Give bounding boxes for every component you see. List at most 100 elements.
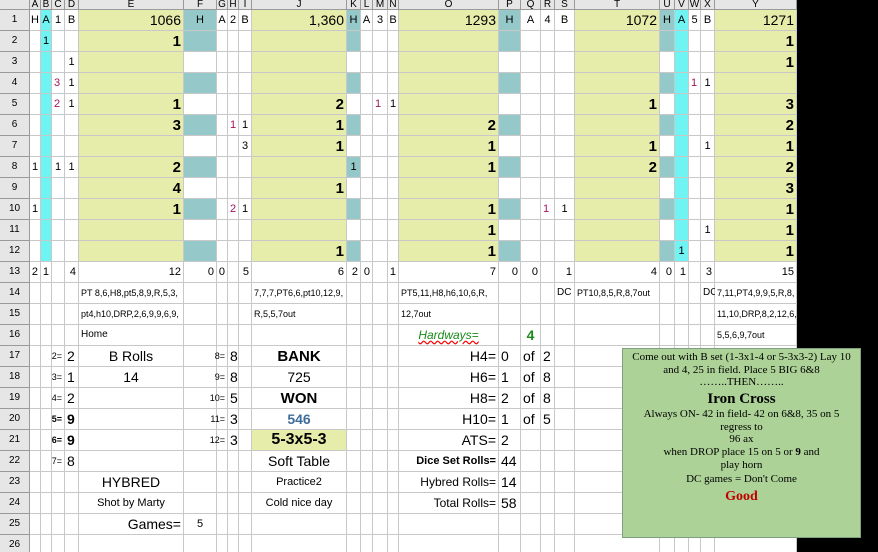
cell-a12[interactable] — [30, 241, 41, 262]
cell-t15[interactable] — [575, 304, 660, 325]
cell-c24[interactable] — [52, 493, 65, 514]
cell-c16[interactable] — [52, 325, 65, 346]
cell-y7[interactable]: 1 — [715, 136, 797, 157]
cell-h1[interactable]: 2 — [228, 10, 239, 31]
cell-o20[interactable]: H10= — [399, 409, 499, 430]
cell-e14[interactable]: PT 8,6,H8,pt5,8,9,R,5,3, — [79, 283, 184, 304]
cell-a6[interactable] — [30, 115, 41, 136]
cell-r16[interactable] — [541, 325, 555, 346]
cell-r9[interactable] — [541, 178, 555, 199]
cell-k23[interactable] — [347, 472, 361, 493]
cell-l12[interactable] — [361, 241, 373, 262]
cell-m1[interactable]: 3 — [373, 10, 388, 31]
cell-p4[interactable] — [499, 73, 521, 94]
cell-c2[interactable] — [52, 31, 65, 52]
cell-e6[interactable]: 3 — [79, 115, 184, 136]
cell-d5[interactable]: 1 — [65, 94, 79, 115]
cell-w6[interactable] — [689, 115, 701, 136]
cell-h12[interactable] — [228, 241, 239, 262]
cell-h21[interactable]: 3 — [228, 430, 239, 451]
cell-j19[interactable]: WON — [252, 388, 347, 409]
cell-s15[interactable] — [555, 304, 575, 325]
cell-m25[interactable] — [373, 514, 388, 535]
cell-o3[interactable] — [399, 52, 499, 73]
cell-k15[interactable] — [347, 304, 361, 325]
cell-q21[interactable] — [521, 430, 541, 451]
cell-q1[interactable]: A — [521, 10, 541, 31]
cell-x16[interactable] — [701, 325, 715, 346]
cell-k4[interactable] — [347, 73, 361, 94]
row-header[interactable]: 23 — [0, 472, 30, 493]
cell-y14[interactable]: 7,11,PT4,9,9,5,R,8, — [715, 283, 797, 304]
cell-f9[interactable] — [184, 178, 217, 199]
cell-p5[interactable] — [499, 94, 521, 115]
cell-j13[interactable]: 6 — [252, 262, 347, 283]
cell-m11[interactable] — [373, 220, 388, 241]
cell-f6[interactable] — [184, 115, 217, 136]
cell-w26[interactable] — [689, 535, 701, 552]
cell-g25[interactable] — [217, 514, 228, 535]
cell-s12[interactable] — [555, 241, 575, 262]
cell-m16[interactable] — [373, 325, 388, 346]
cell-i24[interactable] — [239, 493, 252, 514]
cell-j16[interactable] — [252, 325, 347, 346]
cell-w13[interactable] — [689, 262, 701, 283]
cell-w1[interactable]: 5 — [689, 10, 701, 31]
cell-y2[interactable]: 1 — [715, 31, 797, 52]
cell-p12[interactable] — [499, 241, 521, 262]
cell-b13[interactable]: 1 — [41, 262, 52, 283]
cell-y26[interactable] — [715, 535, 797, 552]
cell-x3[interactable] — [701, 52, 715, 73]
cell-t16[interactable] — [575, 325, 660, 346]
cell-c12[interactable] — [52, 241, 65, 262]
cell-r3[interactable] — [541, 52, 555, 73]
cell-o25[interactable] — [399, 514, 499, 535]
cell-l20[interactable] — [361, 409, 373, 430]
cell-d19[interactable]: 2 — [65, 388, 79, 409]
cell-u8[interactable] — [660, 157, 675, 178]
column-header[interactable]: C — [52, 0, 65, 10]
cell-q8[interactable] — [521, 157, 541, 178]
cell-g9[interactable] — [217, 178, 228, 199]
cell-c26[interactable] — [52, 535, 65, 552]
cell-a11[interactable] — [30, 220, 41, 241]
cell-u1[interactable]: H — [660, 10, 675, 31]
cell-v26[interactable] — [675, 535, 689, 552]
cell-t7[interactable]: 1 — [575, 136, 660, 157]
cell-a20[interactable] — [30, 409, 41, 430]
cell-q18[interactable]: of — [521, 367, 541, 388]
cell-n17[interactable] — [388, 346, 399, 367]
cell-u10[interactable] — [660, 199, 675, 220]
cell-d11[interactable] — [65, 220, 79, 241]
cell-c21[interactable]: 6= — [52, 430, 65, 451]
cell-o17[interactable]: H4= — [399, 346, 499, 367]
cell-m3[interactable] — [373, 52, 388, 73]
cell-p9[interactable] — [499, 178, 521, 199]
cell-i16[interactable] — [239, 325, 252, 346]
cell-h11[interactable] — [228, 220, 239, 241]
row-header[interactable]: 8 — [0, 157, 30, 178]
cell-q11[interactable] — [521, 220, 541, 241]
cell-c11[interactable] — [52, 220, 65, 241]
cell-v10[interactable] — [675, 199, 689, 220]
cell-n21[interactable] — [388, 430, 399, 451]
cell-n11[interactable] — [388, 220, 399, 241]
cell-j7[interactable]: 1 — [252, 136, 347, 157]
cell-g26[interactable] — [217, 535, 228, 552]
cell-q26[interactable] — [521, 535, 541, 552]
cell-q3[interactable] — [521, 52, 541, 73]
cell-h24[interactable] — [228, 493, 239, 514]
cell-j10[interactable] — [252, 199, 347, 220]
cell-v16[interactable] — [675, 325, 689, 346]
cell-k2[interactable] — [347, 31, 361, 52]
cell-b6[interactable] — [41, 115, 52, 136]
cell-h10[interactable]: 2 — [228, 199, 239, 220]
cell-a21[interactable] — [30, 430, 41, 451]
column-header[interactable]: F — [184, 0, 217, 10]
cell-c15[interactable] — [52, 304, 65, 325]
cell-v3[interactable] — [675, 52, 689, 73]
cell-s19[interactable] — [555, 388, 575, 409]
cell-k12[interactable] — [347, 241, 361, 262]
cell-e18[interactable]: 14 — [79, 367, 184, 388]
